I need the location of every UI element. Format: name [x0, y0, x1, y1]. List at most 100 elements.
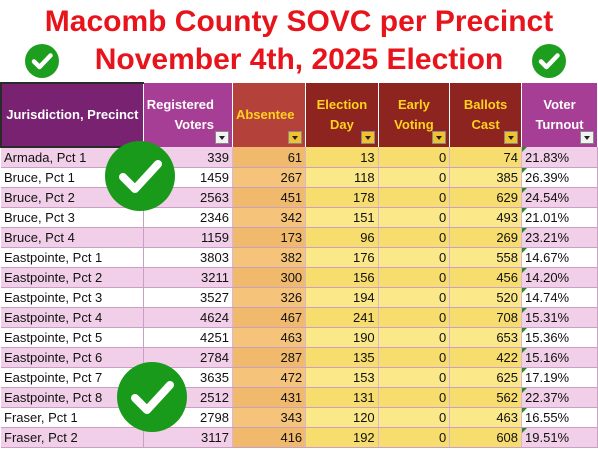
cell-election-day[interactable]: 178: [305, 187, 379, 208]
cell-election-day[interactable]: 131: [305, 387, 379, 408]
cell-jurisdiction[interactable]: Bruce, Pct 2: [1, 187, 144, 208]
cell-ballots-cast[interactable]: 608: [449, 427, 523, 448]
cell-ballots-cast[interactable]: 74: [449, 147, 523, 168]
cell-voter-turnout[interactable]: 22.37%: [521, 387, 598, 408]
cell-absentee[interactable]: 382: [232, 247, 307, 268]
cell-ballots-cast[interactable]: 625: [449, 367, 523, 388]
cell-registered-voters[interactable]: 1159: [143, 227, 233, 248]
cell-early-voting[interactable]: 0: [378, 367, 451, 388]
filter-dropdown-icon[interactable]: [432, 131, 447, 144]
cell-absentee[interactable]: 416: [232, 427, 307, 448]
cell-absentee[interactable]: 467: [232, 307, 307, 328]
cell-voter-turnout[interactable]: 21.01%: [521, 207, 598, 228]
filter-dropdown-icon[interactable]: [504, 131, 519, 144]
cell-election-day[interactable]: 118: [305, 167, 379, 188]
cell-absentee[interactable]: 173: [232, 227, 307, 248]
filter-dropdown-icon[interactable]: [214, 131, 229, 144]
cell-jurisdiction[interactable]: Eastpointe, Pct 7: [1, 367, 144, 388]
cell-early-voting[interactable]: 0: [378, 267, 451, 288]
cell-voter-turnout[interactable]: 15.36%: [521, 327, 598, 348]
cell-early-voting[interactable]: 0: [378, 187, 451, 208]
cell-registered-voters[interactable]: 4624: [143, 307, 233, 328]
cell-election-day[interactable]: 120: [305, 407, 379, 428]
cell-jurisdiction[interactable]: Fraser, Pct 2: [1, 427, 144, 448]
cell-ballots-cast[interactable]: 520: [449, 287, 523, 308]
cell-jurisdiction[interactable]: Eastpointe, Pct 5: [1, 327, 144, 348]
cell-early-voting[interactable]: 0: [378, 327, 451, 348]
cell-early-voting[interactable]: 0: [378, 207, 451, 228]
cell-absentee[interactable]: 343: [232, 407, 307, 428]
cell-jurisdiction[interactable]: Eastpointe, Pct 4: [1, 307, 144, 328]
cell-jurisdiction[interactable]: Bruce, Pct 4: [1, 227, 144, 248]
cell-early-voting[interactable]: 0: [378, 307, 451, 328]
cell-absentee[interactable]: 267: [232, 167, 307, 188]
cell-election-day[interactable]: 194: [305, 287, 379, 308]
cell-election-day[interactable]: 190: [305, 327, 379, 348]
cell-absentee[interactable]: 342: [232, 207, 307, 228]
cell-early-voting[interactable]: 0: [378, 427, 451, 448]
cell-voter-turnout[interactable]: 26.39%: [521, 167, 598, 188]
cell-election-day[interactable]: 156: [305, 267, 379, 288]
cell-ballots-cast[interactable]: 493: [449, 207, 523, 228]
cell-ballots-cast[interactable]: 708: [449, 307, 523, 328]
cell-ballots-cast[interactable]: 269: [449, 227, 523, 248]
cell-registered-voters[interactable]: 4251: [143, 327, 233, 348]
cell-ballots-cast[interactable]: 629: [449, 187, 523, 208]
cell-early-voting[interactable]: 0: [378, 407, 451, 428]
cell-voter-turnout[interactable]: 21.83%: [521, 147, 598, 168]
cell-election-day[interactable]: 192: [305, 427, 379, 448]
cell-registered-voters[interactable]: 2346: [143, 207, 233, 228]
cell-absentee[interactable]: 287: [232, 347, 307, 368]
cell-voter-turnout[interactable]: 16.55%: [521, 407, 598, 428]
cell-early-voting[interactable]: 0: [378, 387, 451, 408]
cell-early-voting[interactable]: 0: [378, 227, 451, 248]
cell-election-day[interactable]: 176: [305, 247, 379, 268]
cell-early-voting[interactable]: 0: [378, 167, 451, 188]
cell-election-day[interactable]: 13: [305, 147, 379, 168]
cell-absentee[interactable]: 61: [232, 147, 307, 168]
cell-ballots-cast[interactable]: 653: [449, 327, 523, 348]
cell-registered-voters[interactable]: 3527: [143, 287, 233, 308]
cell-voter-turnout[interactable]: 14.20%: [521, 267, 598, 288]
cell-jurisdiction[interactable]: Eastpointe, Pct 8: [1, 387, 144, 408]
filter-dropdown-icon[interactable]: [580, 131, 594, 144]
cell-early-voting[interactable]: 0: [378, 287, 451, 308]
cell-absentee[interactable]: 326: [232, 287, 307, 308]
cell-early-voting[interactable]: 0: [378, 147, 451, 168]
cell-election-day[interactable]: 241: [305, 307, 379, 328]
filter-dropdown-icon[interactable]: [360, 131, 375, 144]
cell-ballots-cast[interactable]: 422: [449, 347, 523, 368]
cell-absentee[interactable]: 300: [232, 267, 307, 288]
cell-registered-voters[interactable]: 3211: [143, 267, 233, 288]
cell-election-day[interactable]: 96: [305, 227, 379, 248]
cell-jurisdiction[interactable]: Eastpointe, Pct 2: [1, 267, 144, 288]
cell-jurisdiction[interactable]: Eastpointe, Pct 1: [1, 247, 144, 268]
cell-election-day[interactable]: 153: [305, 367, 379, 388]
cell-registered-voters[interactable]: 3117: [143, 427, 233, 448]
cell-absentee[interactable]: 472: [232, 367, 307, 388]
cell-ballots-cast[interactable]: 562: [449, 387, 523, 408]
cell-ballots-cast[interactable]: 456: [449, 267, 523, 288]
cell-jurisdiction[interactable]: Eastpointe, Pct 3: [1, 287, 144, 308]
cell-ballots-cast[interactable]: 463: [449, 407, 523, 428]
cell-voter-turnout[interactable]: 23.21%: [521, 227, 598, 248]
cell-jurisdiction[interactable]: Fraser, Pct 1: [1, 407, 144, 428]
cell-ballots-cast[interactable]: 385: [449, 167, 523, 188]
cell-voter-turnout[interactable]: 19.51%: [521, 427, 598, 448]
cell-absentee[interactable]: 431: [232, 387, 307, 408]
cell-early-voting[interactable]: 0: [378, 247, 451, 268]
cell-voter-turnout[interactable]: 17.19%: [521, 367, 598, 388]
cell-jurisdiction[interactable]: Bruce, Pct 3: [1, 207, 144, 228]
cell-voter-turnout[interactable]: 24.54%: [521, 187, 598, 208]
cell-voter-turnout[interactable]: 15.16%: [521, 347, 598, 368]
cell-voter-turnout[interactable]: 14.67%: [521, 247, 598, 268]
filter-dropdown-icon[interactable]: [288, 131, 303, 144]
cell-election-day[interactable]: 151: [305, 207, 379, 228]
cell-ballots-cast[interactable]: 558: [449, 247, 523, 268]
cell-early-voting[interactable]: 0: [378, 347, 451, 368]
cell-jurisdiction[interactable]: Eastpointe, Pct 6: [1, 347, 144, 368]
cell-absentee[interactable]: 451: [232, 187, 307, 208]
cell-voter-turnout[interactable]: 14.74%: [521, 287, 598, 308]
cell-registered-voters[interactable]: 2784: [143, 347, 233, 368]
cell-registered-voters[interactable]: 3803: [143, 247, 233, 268]
